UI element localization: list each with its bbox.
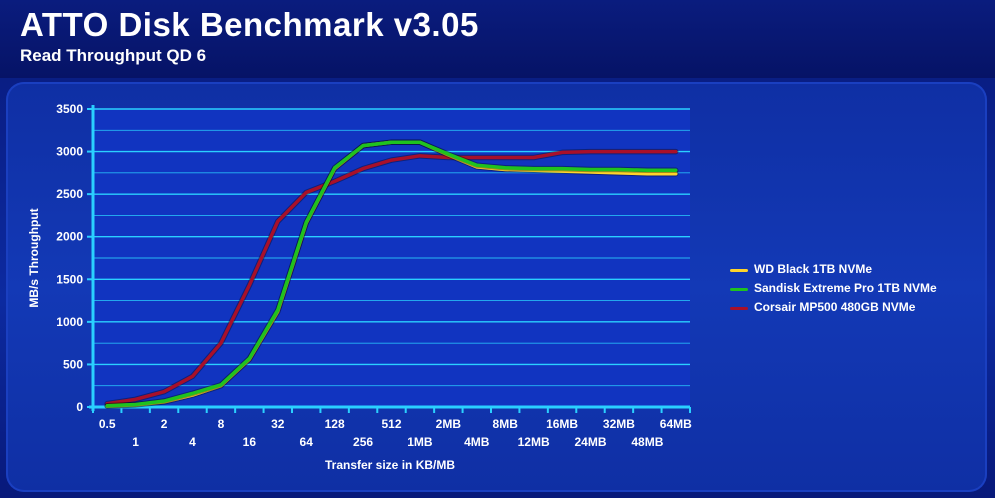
series-line-corsair-mp500-480gb-nvme <box>105 149 678 406</box>
x-tick-label: 1MB <box>407 435 433 449</box>
x-tick-label: 64 <box>300 435 314 449</box>
legend-swatch-corsair <box>730 307 748 310</box>
y-tick-label: 3000 <box>56 145 83 159</box>
x-tick-label: 8 <box>218 417 225 431</box>
series-line-sandisk-extreme-pro-1tb-nvme <box>105 140 678 408</box>
x-tick-label: 12MB <box>518 435 550 449</box>
legend-label-corsair: Corsair MP500 480GB NVMe <box>754 300 916 314</box>
x-tick-label: 4 <box>189 435 196 449</box>
x-tick-label: 256 <box>353 435 373 449</box>
x-tick-label: 64MB <box>660 417 692 431</box>
x-tick-label: 16MB <box>546 417 578 431</box>
y-tick-label: 3500 <box>56 102 83 116</box>
x-tick-label: 32 <box>271 417 285 431</box>
x-tick-label: 16 <box>243 435 257 449</box>
legend-label-sandisk: Sandisk Extreme Pro 1TB NVMe <box>754 281 937 295</box>
x-tick-label: 2MB <box>436 417 462 431</box>
x-tick-label: 2 <box>161 417 168 431</box>
page-title: ATTO Disk Benchmark v3.05 <box>20 6 479 43</box>
x-tick-label: 0.5 <box>99 417 116 431</box>
x-tick-label: 48MB <box>631 435 663 449</box>
header-bar: ATTO Disk Benchmark v3.05 Read Throughpu… <box>0 0 995 78</box>
x-tick-label: 128 <box>325 417 345 431</box>
legend-swatch-sandisk <box>730 288 748 291</box>
y-tick-label: 500 <box>63 357 83 371</box>
y-tick-label: 1500 <box>56 272 83 286</box>
x-tick-label: 4MB <box>464 435 490 449</box>
page-subtitle: Read Throughput QD 6 <box>20 46 207 65</box>
legend-label-wd-black: WD Black 1TB NVMe <box>754 262 873 276</box>
legend-swatch-wd-black <box>730 269 748 272</box>
y-tick-label: 1000 <box>56 315 83 329</box>
y-tick-label: 2500 <box>56 187 83 201</box>
y-axis-title: MB/s Throughput <box>27 208 41 307</box>
x-tick-label: 512 <box>381 417 401 431</box>
x-axis-title: Transfer size in KB/MB <box>325 458 455 472</box>
x-tick-label: 8MB <box>493 417 519 431</box>
x-tick-label: 24MB <box>574 435 606 449</box>
x-tick-label: 32MB <box>603 417 635 431</box>
y-tick-label: 0 <box>76 400 83 414</box>
y-tick-label: 2000 <box>56 230 83 244</box>
x-tick-label: 1 <box>132 435 139 449</box>
